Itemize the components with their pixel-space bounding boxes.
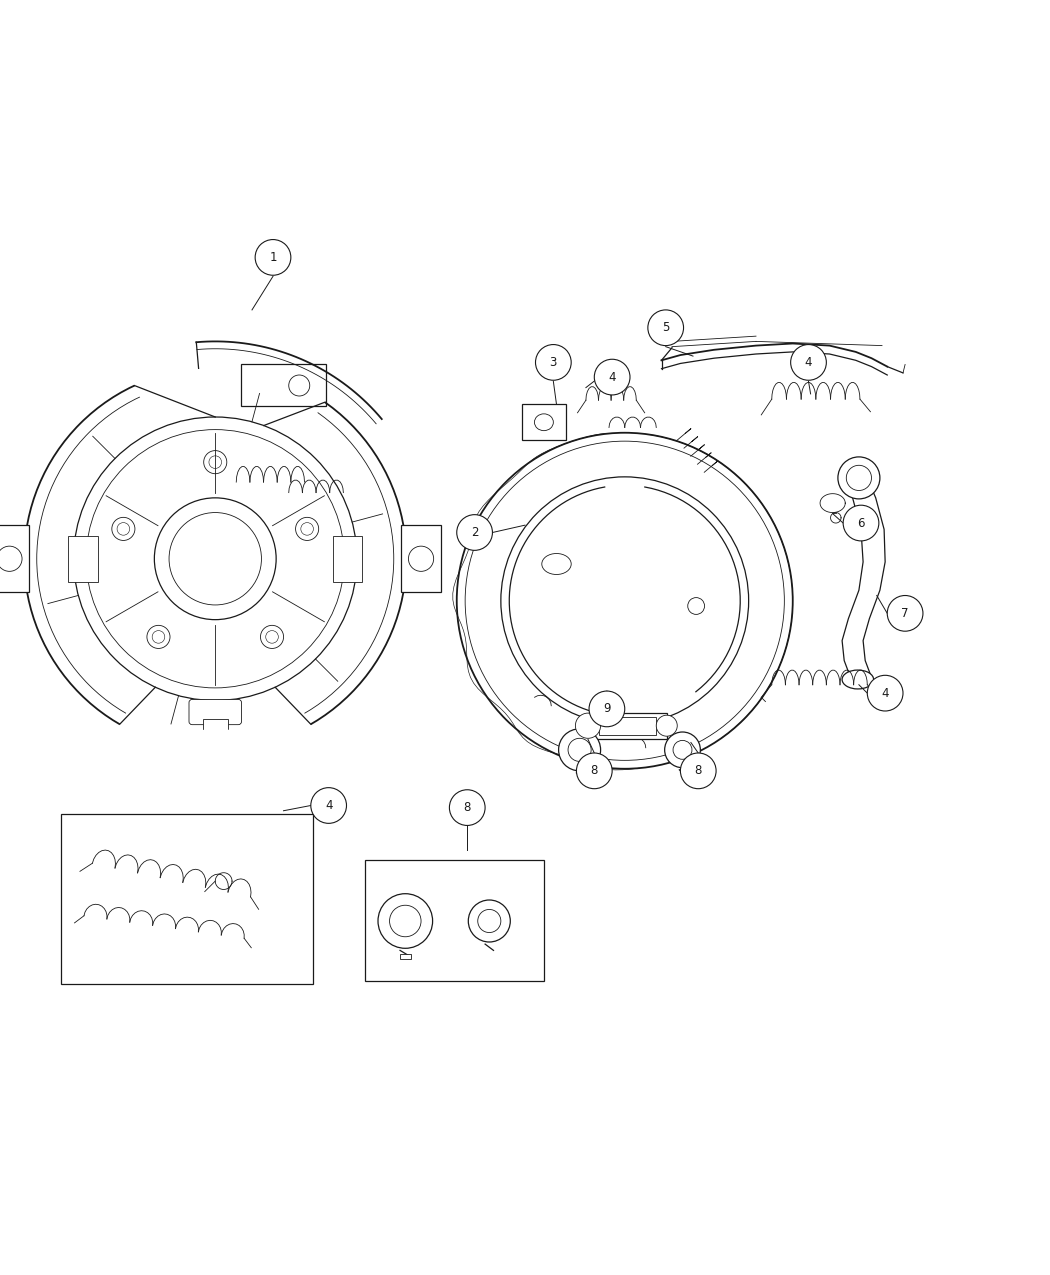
Circle shape (575, 713, 601, 738)
Circle shape (536, 344, 571, 380)
FancyBboxPatch shape (189, 700, 242, 724)
Circle shape (576, 754, 612, 789)
Text: 3: 3 (549, 356, 558, 368)
Text: 5: 5 (662, 321, 670, 334)
Circle shape (648, 310, 684, 346)
Bar (203, 719, 228, 732)
Circle shape (843, 505, 879, 541)
Bar (61, 813, 313, 984)
Bar (598, 718, 656, 736)
Circle shape (457, 515, 492, 551)
Text: 4: 4 (881, 687, 889, 700)
Circle shape (468, 900, 510, 942)
Bar (242, 365, 326, 407)
Text: 4: 4 (608, 371, 616, 384)
Bar (0, 525, 29, 593)
Text: 9: 9 (603, 703, 611, 715)
Text: 8: 8 (463, 801, 471, 815)
Ellipse shape (842, 671, 874, 688)
Text: 6: 6 (857, 516, 865, 529)
Bar (365, 861, 544, 980)
Text: 4: 4 (804, 356, 813, 368)
Circle shape (559, 729, 601, 771)
Text: 4: 4 (324, 799, 333, 812)
Bar (588, 713, 667, 739)
Circle shape (665, 732, 700, 768)
Text: 8: 8 (590, 764, 598, 778)
Bar (333, 536, 362, 581)
Bar (68, 536, 98, 581)
Bar (400, 954, 411, 959)
Circle shape (589, 691, 625, 727)
Bar (522, 404, 566, 440)
Text: 7: 7 (901, 607, 909, 620)
Circle shape (838, 456, 880, 499)
Text: 1: 1 (269, 251, 277, 264)
Circle shape (255, 240, 291, 275)
Circle shape (449, 789, 485, 825)
Text: 2: 2 (470, 527, 479, 539)
Circle shape (594, 360, 630, 395)
Circle shape (791, 344, 826, 380)
Circle shape (378, 894, 433, 949)
Circle shape (887, 595, 923, 631)
Circle shape (656, 715, 677, 736)
Circle shape (867, 676, 903, 711)
Circle shape (311, 788, 347, 824)
Bar (401, 525, 441, 593)
Circle shape (680, 754, 716, 789)
Text: 8: 8 (694, 764, 702, 778)
